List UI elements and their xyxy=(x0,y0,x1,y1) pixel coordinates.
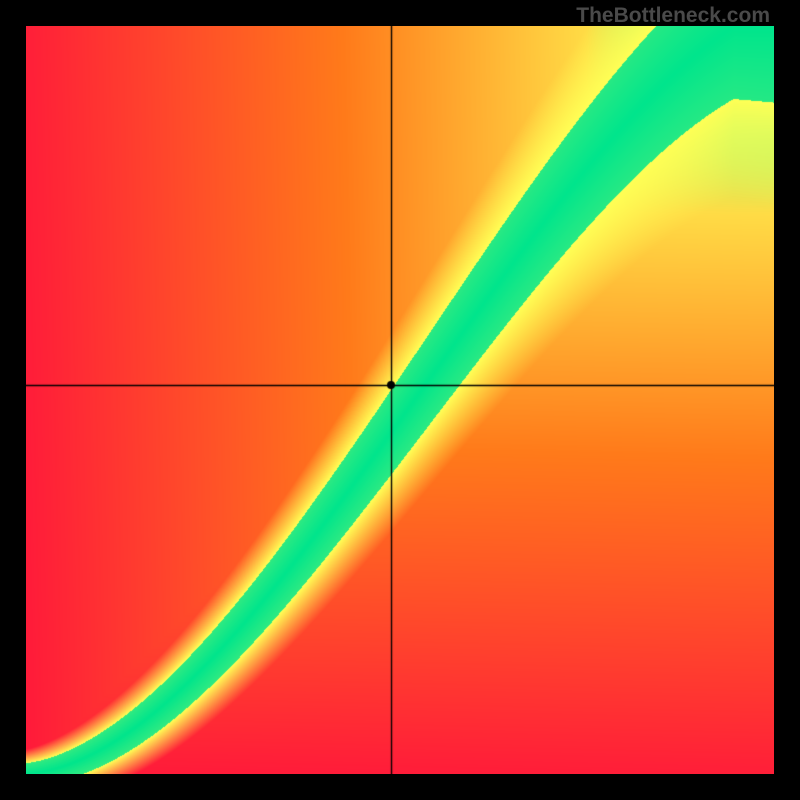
watermark-text: TheBottleneck.com xyxy=(576,4,770,28)
crosshair-overlay-canvas xyxy=(26,26,774,774)
chart-container: TheBottleneck.com xyxy=(0,0,800,800)
